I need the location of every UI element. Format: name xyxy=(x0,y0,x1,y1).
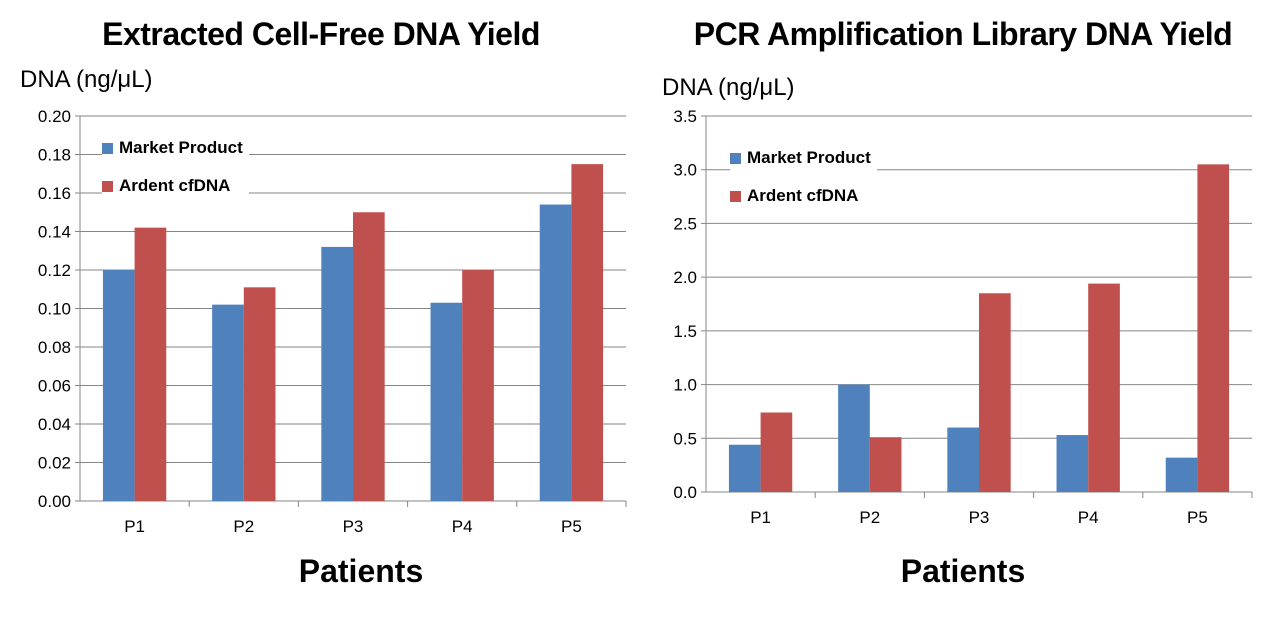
x-axis-title: Patients xyxy=(900,553,1026,589)
bar-market-product-p1 xyxy=(728,444,761,492)
bar-ardent-cfdna-p3 xyxy=(979,293,1011,492)
legend-label: Market Product xyxy=(747,148,871,167)
plot-area: 0.00 0.02 0.04 0.06 0.08 0.10 0.12 0.14 0.16 0.18… xyxy=(38,107,627,536)
y-tick-label: 3.0 xyxy=(673,161,697,180)
bar-market-product-p1 xyxy=(102,270,135,501)
bar-market-product-p5 xyxy=(1165,457,1198,492)
legend-swatch xyxy=(730,190,741,202)
x-tick-label: P4 xyxy=(452,517,473,536)
plot-area: 0.0 0.5 1.0 1.5 2.0 2.5 3.0 3.5 P1 P2 P3 P4 P5 xyxy=(673,107,1253,527)
bar-ardent-cfdna-p5 xyxy=(1197,164,1230,493)
legend: Market Product Ardent cfDNA xyxy=(102,129,249,205)
x-tick-label: P5 xyxy=(561,517,582,536)
y-tick-label: 0.0 xyxy=(673,483,697,502)
x-tick-label: P3 xyxy=(343,517,364,536)
legend-swatch xyxy=(730,152,741,164)
legend-item-ardent-cfdna: Ardent cfDNA xyxy=(730,177,877,215)
y-tick-label: 0.14 xyxy=(38,223,71,242)
legend-swatch xyxy=(102,142,113,154)
y-tick-label: 0.04 xyxy=(38,415,71,434)
x-axis-title: Patients xyxy=(298,553,424,589)
chart-extracted-cfdna: Extracted Cell-Free DNA Yield DNA (ng/μL… xyxy=(20,16,627,589)
y-tick-label: 0.5 xyxy=(673,429,697,448)
legend-label: Ardent cfDNA xyxy=(119,176,231,195)
y-tick-label: 1.5 xyxy=(673,322,697,341)
y-tick-label: 1.0 xyxy=(673,376,697,395)
y-tick-label: 2.0 xyxy=(673,268,697,287)
bar-market-product-p5 xyxy=(539,204,572,502)
bar-ardent-cfdna-p2 xyxy=(243,287,276,501)
y-axis-label: DNA (ng/μL) xyxy=(662,74,795,101)
y-tick-label: 0.18 xyxy=(38,146,71,165)
bar-ardent-cfdna-p3 xyxy=(353,212,385,501)
y-tick-label: 0.08 xyxy=(38,338,71,357)
y-tick-label: 0.00 xyxy=(38,492,71,511)
bar-market-product-p4 xyxy=(430,302,463,501)
chart-pcr-library: PCR Amplification Library DNA Yield DNA … xyxy=(642,0,1284,618)
x-tick-label: P1 xyxy=(750,508,771,527)
legend: Market Product Ardent cfDNA xyxy=(730,139,877,215)
x-tick-label: P4 xyxy=(1078,508,1099,527)
x-tick-label: P2 xyxy=(233,517,254,536)
x-tick-label: P2 xyxy=(859,508,880,527)
bar-market-product-p2 xyxy=(838,384,870,492)
y-tick-label: 0.20 xyxy=(38,107,71,126)
bar-ardent-cfdna-p4 xyxy=(462,270,494,501)
bar-market-product-p2 xyxy=(212,304,244,501)
chart-title: PCR Amplification Library DNA Yield xyxy=(693,16,1233,52)
y-tick-label: 0.06 xyxy=(38,377,71,396)
bar-ardent-cfdna-p4 xyxy=(1088,283,1120,492)
legend-item-market-product: Market Product xyxy=(102,129,249,167)
y-tick-label: 0.16 xyxy=(38,184,71,203)
y-tick-label: 0.12 xyxy=(38,261,71,280)
legend-label: Market Product xyxy=(119,138,243,157)
bar-ardent-cfdna-p5 xyxy=(571,164,604,501)
legend-item-ardent-cfdna: Ardent cfDNA xyxy=(102,167,249,205)
x-tick-label: P1 xyxy=(124,517,145,536)
bar-ardent-cfdna-p2 xyxy=(869,437,902,492)
y-tick-label: 0.02 xyxy=(38,454,71,473)
bar-market-product-p3 xyxy=(321,246,353,501)
y-tick-label: 3.5 xyxy=(673,107,697,126)
y-axis-label: DNA (ng/μL) xyxy=(20,66,153,93)
x-tick-label: P5 xyxy=(1187,508,1208,527)
chart-title: Extracted Cell-Free DNA Yield xyxy=(102,16,540,52)
bar-market-product-p4 xyxy=(1056,435,1089,492)
legend-swatch xyxy=(102,180,113,192)
bar-market-product-p3 xyxy=(947,427,979,492)
legend-label: Ardent cfDNA xyxy=(747,186,859,205)
bar-ardent-cfdna-p1 xyxy=(134,227,167,501)
y-tick-label: 2.5 xyxy=(673,214,697,233)
bar-ardent-cfdna-p1 xyxy=(760,412,793,492)
legend-item-market-product: Market Product xyxy=(730,139,877,177)
x-tick-label: P3 xyxy=(969,508,990,527)
y-tick-label: 0.10 xyxy=(38,300,71,319)
